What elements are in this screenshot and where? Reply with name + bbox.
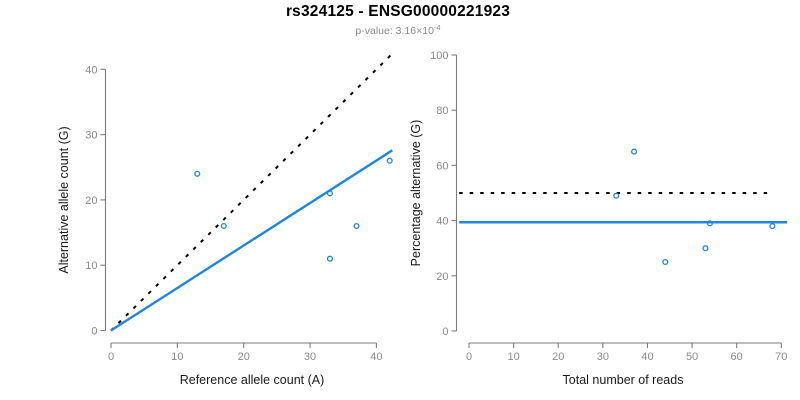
data-point	[631, 148, 638, 155]
y-tick-label: 10	[85, 260, 97, 272]
data-point	[194, 170, 201, 177]
percentage-vs-reads-scatter: 0 20 40 60 80 100 0 10 20 30 40 50 60 70 Total number …	[409, 50, 787, 387]
x-axis-title: Total number of reads	[563, 373, 684, 387]
y-tick-label: 100	[430, 50, 448, 62]
y-tick-label: 0	[91, 326, 97, 338]
data-point	[706, 220, 713, 227]
x-tick-label: 30	[304, 351, 316, 363]
y-tick-label: 40	[436, 216, 448, 228]
data-point	[662, 258, 669, 266]
x-tick-label: 20	[552, 351, 564, 363]
x-tick-label: 0	[108, 351, 114, 363]
y-tick-label: 60	[436, 160, 448, 172]
data-point	[613, 192, 620, 199]
x-tick-label: 40	[641, 351, 653, 363]
x-tick-label: 20	[238, 351, 250, 363]
data-point	[386, 157, 393, 164]
x-tick-label: 70	[775, 351, 787, 363]
p-value-exponent: -4	[433, 23, 441, 32]
data-point	[769, 223, 776, 230]
y-tick-label: 20	[436, 271, 448, 283]
x-tick-label: 40	[370, 351, 382, 363]
x-tick-label: 30	[597, 351, 609, 363]
data-point	[326, 255, 334, 262]
plot-title: rs324125 - ENSG00000221923	[285, 3, 511, 20]
y-tick-label: 20	[85, 195, 97, 207]
y-axis-title: Percentage alternative (G)	[409, 120, 423, 267]
data-point	[702, 245, 709, 252]
x-tick-label: 10	[171, 351, 183, 363]
x-tick-label: 50	[686, 351, 698, 363]
y-tick-label: 40	[85, 64, 97, 76]
y-tick-label: 30	[85, 130, 97, 142]
x-tick-label: 10	[507, 351, 519, 363]
allele-counts-scatter: 0 10 20 30 40 0 10 20 30 40 Reference allele count…	[57, 54, 393, 387]
identity-line	[110, 54, 392, 332]
regression-line	[110, 149, 393, 332]
p-value-subtitle: p-value: 3.16×10-4	[0, 23, 796, 37]
y-tick-label: 80	[436, 105, 448, 117]
y-axis-title: Alternative allele count (G)	[57, 126, 71, 273]
data-point	[353, 222, 360, 230]
x-axis-title: Reference allele count (A)	[180, 373, 325, 387]
y-tick-label: 0	[442, 326, 448, 338]
data-point	[220, 222, 227, 230]
p-value-text: p-value: 3.16×10	[355, 25, 434, 37]
data-point	[326, 190, 334, 197]
x-tick-label: 60	[731, 351, 743, 363]
x-tick-label: 0	[466, 351, 472, 363]
